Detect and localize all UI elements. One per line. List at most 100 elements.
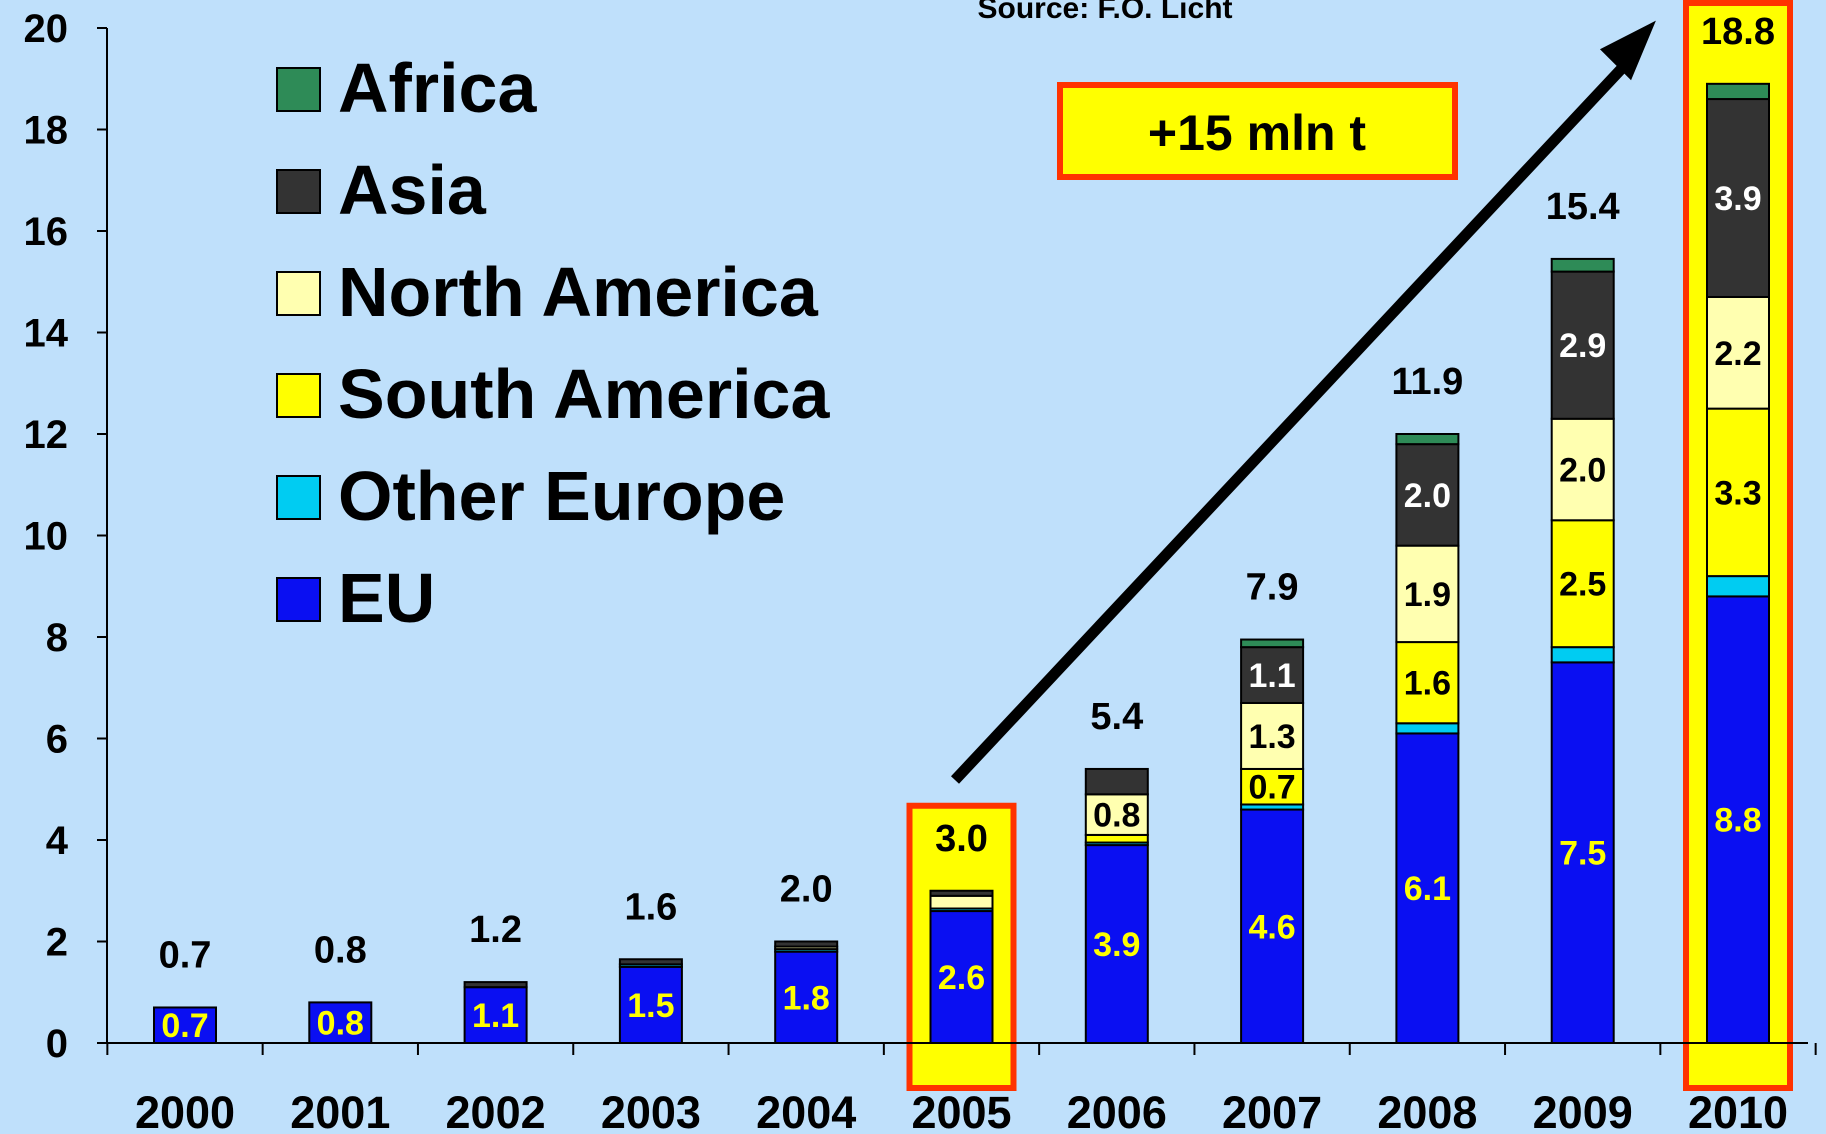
x-tick-label: 2005 (911, 1087, 1011, 1134)
legend-label: Other Europe (338, 457, 785, 535)
segment-label: 3.3 (1714, 474, 1761, 512)
bar-2002-asia (463, 981, 528, 989)
y-tick-label: 12 (24, 413, 69, 457)
bars-layer (153, 82, 1770, 1045)
total-label: 7.9 (1246, 567, 1299, 609)
bar-2007-north-america (1240, 701, 1305, 770)
bar-2010-south-america (1706, 407, 1770, 578)
segment-label: 8.8 (1714, 802, 1761, 840)
x-tick-label: 2007 (1222, 1087, 1322, 1134)
bar-2003-eu (618, 965, 683, 1044)
total-label: 1.2 (469, 909, 522, 951)
segment-label: 1.1 (1248, 657, 1295, 695)
x-tick-label: 2001 (290, 1087, 390, 1134)
bar-2001-eu (308, 1001, 373, 1045)
x-tick-label: 2000 (135, 1087, 235, 1134)
segment-label: 2.2 (1714, 335, 1761, 373)
segment-label: 0.7 (161, 1007, 208, 1045)
y-tick-label: 20 (24, 7, 69, 51)
total-label: 0.7 (159, 934, 212, 976)
y-tick-label: 10 (24, 515, 69, 559)
callout-text: +15 mln t (1148, 105, 1366, 161)
x-tick-label: 2002 (446, 1087, 546, 1134)
segment-label: 1.5 (627, 987, 674, 1025)
bar-2009-south-america (1550, 519, 1615, 649)
x-tick-label: 2009 (1533, 1087, 1633, 1134)
bar-2008-africa (1395, 433, 1460, 446)
y-tick-label: 18 (24, 109, 69, 153)
bar-2009-north-america (1550, 417, 1615, 522)
segment-label: 1.3 (1248, 718, 1295, 756)
bar-2006-eu (1084, 844, 1149, 1045)
y-tick-label: 0 (46, 1022, 68, 1066)
bar-2009-eu (1550, 661, 1615, 1044)
legend-swatch-asia (276, 169, 321, 214)
segment-label: 3.9 (1714, 180, 1761, 218)
bar-2008-other-europe (1395, 722, 1460, 735)
legend-swatch-eu (276, 577, 321, 622)
segment-label: 2.0 (1559, 452, 1606, 490)
total-label: 18.8 (1701, 11, 1775, 53)
bar-2007-africa (1240, 638, 1305, 649)
x-tick-label: 2008 (1377, 1087, 1477, 1134)
bar-2006-south-america (1084, 833, 1149, 844)
y-tick-label: 8 (46, 616, 68, 660)
bar-2003-asia (618, 958, 683, 966)
y-tick-label: 6 (46, 718, 68, 762)
segment-label: 1.6 (1404, 665, 1451, 703)
bar-2010-eu (1706, 595, 1770, 1045)
segment-label: 6.1 (1404, 870, 1451, 908)
x-tick-label: 2004 (756, 1087, 856, 1134)
bar-2006-asia (1084, 767, 1149, 796)
growth-arrow-line (950, 61, 1630, 784)
bar-2004-asia (774, 940, 839, 948)
bar-2007-asia (1240, 646, 1305, 704)
legend-swatch-south-america (276, 373, 321, 418)
x-tick-label: 2006 (1067, 1087, 1167, 1134)
bar-2009-other-europe (1550, 646, 1615, 664)
y-tick-label: 4 (46, 819, 69, 863)
bar-2008-south-america (1395, 641, 1460, 725)
total-label: 5.4 (1090, 696, 1143, 738)
segment-label: 2.6 (938, 959, 985, 997)
legend-label: Africa (338, 49, 537, 127)
segment-label: 2.9 (1559, 327, 1606, 365)
segment-label: 1.9 (1404, 576, 1451, 614)
segment-label: 1.8 (783, 979, 830, 1017)
segment-label: 1.1 (472, 997, 519, 1035)
bar-2010-other-europe (1706, 575, 1770, 598)
bar-2006-north-america (1084, 793, 1149, 836)
legend-label: North America (338, 253, 819, 331)
legend-swatch-north-america (276, 271, 321, 316)
legend-swatch-africa (276, 67, 321, 112)
segment-label: 0.8 (317, 1005, 364, 1043)
legend: Africa Asia North America South America Othe… (276, 49, 830, 637)
segment-label: 2.5 (1559, 566, 1606, 604)
x-tick-label: 2010 (1688, 1087, 1788, 1134)
y-tick-label: 16 (24, 210, 69, 254)
axes-layer: 2000 2001 2002 2003 2004 2005 2006 2007 2008 2009… (24, 7, 1817, 1134)
callout-box (1057, 82, 1458, 180)
total-label: 1.6 (624, 886, 677, 928)
segment-label: 7.5 (1559, 835, 1606, 873)
segment-label: 3.9 (1093, 926, 1140, 964)
growth-arrow-head (1599, 20, 1656, 81)
bar-2010-africa (1706, 82, 1770, 101)
bar-2010-asia (1706, 98, 1770, 298)
total-label: 2.0 (780, 869, 833, 911)
legend-label: South America (338, 355, 830, 433)
x-tick-label: 2003 (601, 1087, 701, 1134)
total-label: 15.4 (1546, 186, 1620, 228)
legend-swatch-other-europe (276, 475, 321, 520)
bar-2005-north-america (929, 894, 994, 910)
total-label: 3.0 (935, 818, 988, 860)
total-label: 0.8 (314, 929, 367, 971)
total-label: 11.9 (1391, 361, 1463, 403)
segment-label: 0.7 (1248, 769, 1295, 807)
legend-label: EU (338, 559, 435, 637)
segment-label: 2.0 (1404, 477, 1451, 515)
source-note: Source: F.O. Licht (977, 0, 1232, 25)
bar-2009-africa (1550, 257, 1615, 273)
y-tick-label: 2 (46, 921, 68, 965)
